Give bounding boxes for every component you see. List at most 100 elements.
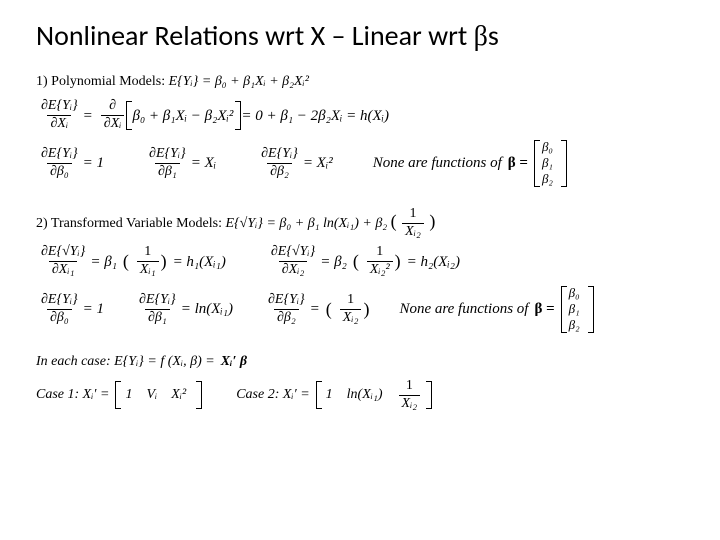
footer-cases: Case 1: Xᵢ′ = 1 Vᵢ Xᵢ² Case 2: Xᵢ′ = 1 l…	[36, 379, 692, 411]
eq-b2: = β₂	[320, 250, 347, 274]
b0: β₀	[569, 285, 580, 301]
sec2-rhs: = β₀ + β₁ ln(Xᵢ₁) + β₂	[266, 216, 387, 231]
d: Xᵢ₂	[340, 309, 362, 326]
frac-dE-dxi1: ∂E{√Yᵢ} ∂Xᵢ₁	[38, 245, 88, 277]
footer-rows: In each case: E{Yᵢ} = f (Xᵢ, β) = Xᵢ′ β …	[36, 351, 692, 412]
title-text: Nonlinear Relations wrt X – Linear wrt	[36, 18, 474, 53]
s2-eqln: = ln(Xᵢ₁)	[181, 297, 233, 321]
n: ∂E{√Yᵢ}	[38, 245, 88, 261]
section1-head: 1) Polynomial Models: E{Yᵢ} = β₀ + β₁Xᵢ …	[36, 71, 692, 93]
sec1-partials-row: ∂E{Yᵢ} ∂β₀ = 1 ∂E{Yᵢ} ∂β₁ = Xᵢ ∂E{Yᵢ} ∂β…	[36, 138, 692, 189]
n: 1	[403, 379, 416, 395]
c2-frac: 1 Xᵢ₂	[395, 379, 425, 411]
eq-b1: = β₁	[90, 250, 117, 274]
sec2-Ecl: }	[257, 216, 263, 231]
eq-sign: =	[83, 104, 93, 128]
d: Xᵢ₁	[137, 261, 159, 278]
d: ∂β₁	[155, 163, 180, 180]
frac-1-xi1: 1 Xᵢ₁	[137, 245, 159, 277]
frac-dey-db2: ∂E{Yᵢ} ∂β₂	[258, 147, 301, 179]
footer-line1: In each case: E{Yᵢ} = f (Xᵢ, β) = Xᵢ′ β	[36, 351, 692, 373]
frac-dey-db0: ∂E{Yᵢ} ∂β₀	[38, 147, 81, 179]
n: ∂E{Yᵢ}	[38, 147, 81, 163]
slide: Nonlinear Relations wrt X – Linear wrt β…	[0, 0, 720, 540]
n: 1	[406, 207, 419, 223]
sec2-sqrtY: √Yᵢ	[240, 216, 258, 231]
n: ∂E{Yᵢ}	[38, 293, 81, 309]
frac-1-xi2-h: 1 Xᵢ₂	[402, 207, 424, 239]
h1: = h₁(Xᵢ₁)	[173, 250, 226, 274]
c2-v2: ln(Xᵢ₁)	[343, 384, 387, 406]
n: ∂E{Yᵢ}	[265, 293, 308, 309]
frac-1-xi2b: 1 Xᵢ₂	[340, 293, 362, 325]
sec2-none: None are functions of	[399, 297, 528, 321]
sec1-none: None are functions of	[373, 151, 502, 175]
beta-vector-1: β₀ β₁ β₂	[540, 138, 555, 189]
c2-br	[426, 381, 432, 409]
slide-body: 1) Polynomial Models: E{Yᵢ} = β₀ + β₁Xᵢ …	[36, 71, 692, 411]
frac-1-xi2sq: 1 Xᵢ₂²	[367, 245, 393, 277]
n: 1	[373, 245, 386, 261]
c2-v1: 1	[322, 384, 337, 406]
sec1-model: E{Yᵢ} = β₀ + β₁Xᵢ + β₂Xᵢ²	[169, 74, 309, 89]
b0: β₀	[542, 139, 553, 155]
section2-head: 2) Transformed Variable Models: E{√Yᵢ} =…	[36, 207, 692, 240]
case2-label: Case 2: Xᵢ′ =	[236, 384, 309, 406]
n: 1	[141, 245, 154, 261]
frac2-db1: ∂E{Yᵢ} ∂β₁	[136, 293, 179, 325]
title-beta: β	[474, 21, 488, 52]
num: ∂E{Yᵢ}	[38, 99, 81, 115]
frac2-db2: ∂E{Yᵢ} ∂β₂	[265, 293, 308, 325]
n: 1	[344, 293, 357, 309]
b2: β₂	[569, 317, 580, 333]
sec1-deriv-x: ∂E{Yᵢ} ∂Xᵢ = ∂ ∂Xᵢ β₀ + β₁Xᵢ − β₂Xᵢ² = 0…	[36, 99, 692, 131]
d: ∂β₀	[47, 309, 72, 326]
b1: β₁	[569, 301, 580, 317]
sec2-E: E{	[226, 216, 240, 231]
b1: β₁	[542, 155, 553, 171]
eqX2: = Xᵢ²	[303, 151, 333, 175]
bvec2-r	[588, 286, 594, 333]
slide-title: Nonlinear Relations wrt X – Linear wrt β…	[36, 18, 692, 53]
b2: β₂	[542, 171, 553, 187]
d: ∂β₂	[267, 163, 292, 180]
sec2-deriv-x-row: ∂E{√Yᵢ} ∂Xᵢ₁ = β₁ ( 1 Xᵢ₁ ) = h₁(Xᵢ₁) ∂E…	[36, 245, 692, 277]
frac-dE-dxi2: ∂E{√Yᵢ} ∂Xᵢ₂	[268, 245, 318, 277]
d: ∂Xᵢ₂	[279, 261, 308, 278]
s2-eq1: = 1	[83, 297, 104, 321]
c1-br	[196, 381, 202, 409]
frac-d-dxi: ∂ ∂Xᵢ	[101, 99, 125, 131]
d: ∂β₂	[274, 309, 299, 326]
n: ∂E{Yᵢ}	[258, 147, 301, 163]
d: ∂Xᵢ₁	[49, 261, 78, 278]
c1-v3: Xᵢ²	[167, 384, 190, 406]
sec2-beq: β =	[534, 297, 554, 321]
foot-l1b: Xᵢ′ β	[221, 351, 247, 373]
frac-dey-dxi: ∂E{Yᵢ} ∂Xᵢ	[38, 99, 81, 131]
d: Xᵢ₂	[402, 223, 424, 240]
c1-v1: 1	[121, 384, 136, 406]
frac2-db0: ∂E{Yᵢ} ∂β₀	[38, 293, 81, 325]
bvec-r	[561, 140, 567, 187]
sec1-label: 1) Polynomial Models:	[36, 74, 169, 89]
sec1-rhs: = 0 + β₁ − 2β₂Xᵢ = h(Xᵢ)	[241, 104, 389, 128]
c1-v2: Vᵢ	[142, 384, 161, 406]
eqX: = Xᵢ	[191, 151, 216, 175]
n: ∂E{Yᵢ}	[146, 147, 189, 163]
d: Xᵢ₂	[399, 395, 421, 412]
n: ∂E{√Yᵢ}	[268, 245, 318, 261]
brk-inner: β₀ + β₁Xᵢ − β₂Xᵢ²	[132, 104, 233, 128]
d: ∂β₁	[145, 309, 170, 326]
eq1: = 1	[83, 151, 104, 175]
foot-l1a: In each case: E{Yᵢ} = f (Xᵢ, β) =	[36, 351, 215, 373]
sec2-label: 2) Transformed Variable Models:	[36, 216, 226, 231]
s2-eqbr: =	[310, 297, 320, 321]
num: ∂	[106, 99, 119, 115]
case1-label: Case 1: Xᵢ′ =	[36, 384, 109, 406]
sec1-beq: β =	[508, 151, 528, 175]
d: Xᵢ₂²	[367, 261, 393, 278]
title-s: s	[488, 18, 499, 53]
den: ∂Xᵢ	[101, 115, 125, 132]
sec2-partials-row: ∂E{Yᵢ} ∂β₀ = 1 ∂E{Yᵢ} ∂β₁ = ln(Xᵢ₁) ∂E{Y…	[36, 284, 692, 335]
den: ∂Xᵢ	[47, 115, 71, 132]
